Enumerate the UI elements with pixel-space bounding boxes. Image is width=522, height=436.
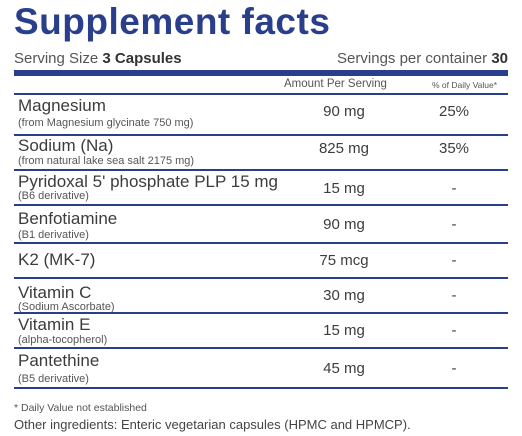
table-row: Sodium (Na) (from natural lake sea salt 2… (14, 136, 508, 171)
footnote: * Daily Value not established (14, 402, 147, 414)
nutrient-amount: 90 mg (323, 216, 365, 233)
nutrient-name: Pantethine (18, 351, 100, 370)
serving-size-value: 3 Capsules (102, 50, 182, 67)
nutrient-source: (B5 derivative) (18, 373, 89, 385)
header-daily-value: % of Daily Value* (432, 80, 498, 90)
nutrient-source: (B6 derivative) (18, 190, 89, 202)
nutrient-source: (alpha-tocopherol) (18, 334, 108, 346)
nutrient-daily-value: - (451, 180, 457, 197)
servings-per-container-label: Servings per container (337, 50, 488, 67)
table-row: Vitamin E (alpha-tocopherol) 15 mg - (14, 314, 508, 349)
nutrient-daily-value: 35% (438, 140, 470, 157)
nutrient-amount: 30 mg (323, 287, 365, 304)
nutrient-source: (Sodium Ascorbate) (18, 301, 115, 313)
serving-info: Serving Size 3 Capsules Servings per con… (14, 50, 508, 70)
table-row: Pyridoxal 5' phosphate PLP 15 mg (B6 deri… (14, 171, 508, 206)
nutrient-name: Vitamin C (18, 283, 92, 302)
nutrient-table: Magnesium (from Magnesium glycinate 750 m… (14, 95, 508, 389)
nutrient-daily-value: - (451, 252, 457, 269)
nutrient-name: Sodium (Na) (18, 136, 114, 155)
nutrient-amount: 15 mg (323, 180, 365, 197)
nutrient-daily-value: - (451, 287, 457, 304)
nutrient-amount: 15 mg (323, 322, 365, 339)
servings-per-container-value: 30 (491, 50, 508, 67)
header-amount: Amount Per Serving (284, 78, 387, 90)
nutrient-amount: 90 mg (323, 103, 365, 120)
nutrient-source: (from Magnesium glycinate 750 mg) (18, 117, 194, 129)
nutrient-daily-value: - (451, 216, 457, 233)
nutrient-name: Magnesium (18, 96, 106, 115)
nutrient-name: Benfotiamine (18, 209, 118, 228)
table-row: K2 (MK-7) 75 mcg - (14, 244, 508, 279)
nutrient-name: Vitamin E (18, 315, 91, 334)
nutrient-daily-value: - (451, 322, 457, 339)
table-row: Benfotiamine (B1 derivative) 90 mg - (14, 206, 508, 244)
nutrient-daily-value: 25% (438, 103, 470, 120)
servings-per-container: Servings per container 30 (337, 50, 508, 67)
page-title: Supplement facts (14, 1, 331, 42)
nutrient-name: K2 (MK-7) (18, 250, 96, 269)
serving-size: Serving Size 3 Capsules (14, 50, 182, 67)
divider-thick (14, 70, 508, 76)
table-row: Pantethine (B5 derivative) 45 mg - (14, 349, 508, 389)
table-row: Magnesium (from Magnesium glycinate 750 m… (14, 95, 508, 136)
table-row: Vitamin C (Sodium Ascorbate) 30 mg - (14, 279, 508, 314)
nutrient-daily-value: - (451, 360, 457, 377)
other-ingredients: Other ingredients: Enteric vegetarian ca… (14, 417, 411, 432)
nutrient-amount: 75 mcg (319, 252, 369, 269)
nutrient-source: (from natural lake sea salt 2175 mg) (18, 155, 195, 167)
nutrient-amount: 825 mg (318, 140, 370, 157)
table-header: Amount Per Serving % of Daily Value* (14, 76, 508, 95)
serving-size-label: Serving Size (14, 50, 99, 67)
nutrient-amount: 45 mg (323, 360, 365, 377)
nutrient-name: Pyridoxal 5' phosphate PLP 15 mg (18, 172, 278, 191)
nutrient-source: (B1 derivative) (18, 229, 89, 241)
